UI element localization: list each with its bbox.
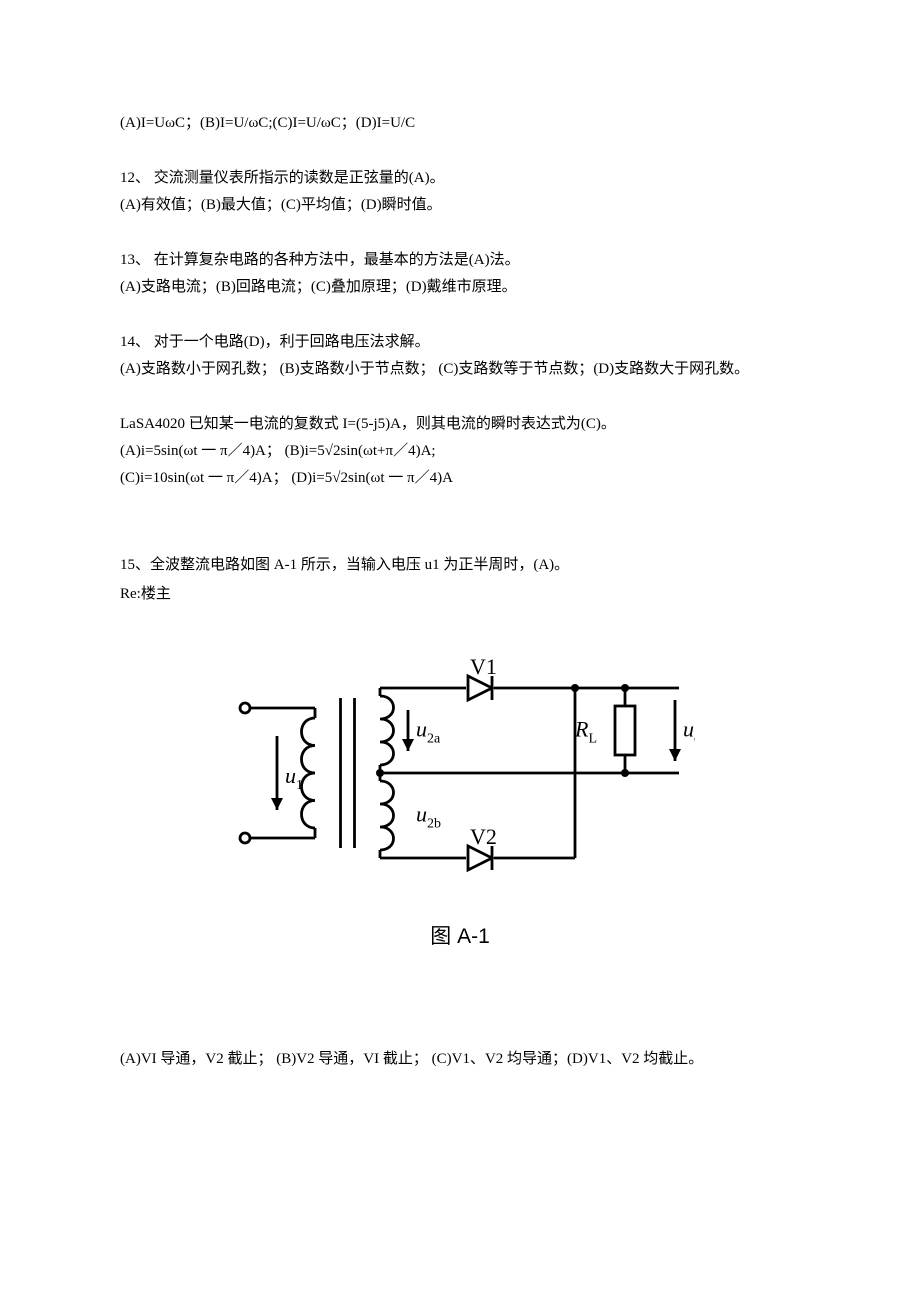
- circuit-diagram: u1 u2a u2b V1 V2 RL uo: [225, 638, 695, 908]
- q-la: LaSA4020 已知某一电流的复数式 I=(5-j5)A，则其电流的瞬时表达式…: [120, 411, 800, 492]
- q12-options: (A)有效值；(B)最大值；(C)平均值；(D)瞬时值。: [120, 192, 800, 219]
- q15-stem: 15、全波整流电路如图 A-1 所示，当输入电压 u1 为正半周时，(A)。: [120, 552, 800, 579]
- q13-stem: 13、 在计算复杂电路的各种方法中，最基本的方法是(A)法。: [120, 247, 800, 274]
- svg-text:uo: uo: [683, 717, 695, 747]
- q15-options-block: (A)VI 导通，V2 截止； (B)V2 导通，VI 截止； (C)V1、V2…: [120, 1046, 800, 1073]
- q14-stem: 14、 对于一个电路(D)，利于回路电压法求解。: [120, 329, 800, 356]
- q12: 12、 交流测量仪表所指示的读数是正弦量的(A)。 (A)有效值；(B)最大值；…: [120, 165, 800, 219]
- svg-text:u2b: u2b: [416, 802, 441, 832]
- svg-text:RL: RL: [574, 717, 597, 747]
- q15-header: 15、全波整流电路如图 A-1 所示，当输入电压 u1 为正半周时，(A)。 R…: [120, 552, 800, 608]
- q15-options: (A)VI 导通，V2 截止； (B)V2 导通，VI 截止； (C)V1、V2…: [120, 1046, 800, 1073]
- svg-text:V2: V2: [470, 824, 497, 849]
- q-la-line1: (A)i=5sin(ωt 一 π／4)A； (B)i=5√2sin(ωt+π／4…: [120, 438, 800, 465]
- figure-caption: 图 A-1: [120, 918, 800, 956]
- q12-stem: 12、 交流测量仪表所指示的读数是正弦量的(A)。: [120, 165, 800, 192]
- q13-options: (A)支路电流；(B)回路电流；(C)叠加原理；(D)戴维市原理。: [120, 274, 800, 301]
- q11-options: (A)I=UωC；(B)I=U/ωC;(C)I=U/ωC；(D)I=U/C: [120, 110, 800, 137]
- circuit-figure-wrap: u1 u2a u2b V1 V2 RL uo: [120, 638, 800, 908]
- svg-text:u2a: u2a: [416, 717, 441, 747]
- q-la-line2: (C)i=10sin(ωt 一 π／4)A； (D)i=5√2sin(ωt 一 …: [120, 465, 800, 492]
- q14-options: (A)支路数小于网孔数； (B)支路数小于节点数； (C)支路数等于节点数；(D…: [120, 356, 800, 383]
- q14: 14、 对于一个电路(D)，利于回路电压法求解。 (A)支路数小于网孔数； (B…: [120, 329, 800, 383]
- q13: 13、 在计算复杂电路的各种方法中，最基本的方法是(A)法。 (A)支路电流；(…: [120, 247, 800, 301]
- q15-re: Re:楼主: [120, 581, 800, 608]
- svg-text:V1: V1: [470, 654, 497, 679]
- svg-text:u1: u1: [285, 763, 303, 793]
- q11-options-text: (A)I=UωC；(B)I=U/ωC;(C)I=U/ωC；(D)I=U/C: [120, 110, 800, 137]
- q-la-stem: LaSA4020 已知某一电流的复数式 I=(5-j5)A，则其电流的瞬时表达式…: [120, 411, 800, 438]
